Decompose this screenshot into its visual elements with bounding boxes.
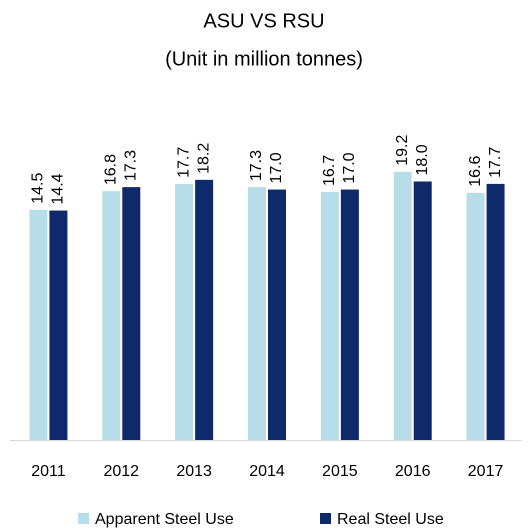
bar	[49, 210, 68, 440]
data-label: 17.7	[175, 147, 192, 178]
bar	[466, 192, 485, 440]
chart-title: ASU VS RSU	[203, 10, 324, 32]
bar	[320, 191, 339, 440]
x-tick-label: 2016	[395, 463, 431, 480]
bar	[340, 189, 359, 440]
data-label: 16.8	[103, 154, 120, 185]
x-tick-label: 2015	[322, 463, 358, 480]
x-tick-label: 2012	[103, 463, 139, 480]
bar	[248, 187, 266, 440]
bar	[195, 179, 214, 440]
data-label: 16.7	[321, 155, 338, 186]
data-label: 18.0	[414, 144, 431, 175]
data-label: 17.0	[268, 152, 285, 183]
x-tick-label: 2017	[468, 463, 504, 480]
bar	[29, 209, 48, 440]
data-label: 17.3	[123, 150, 140, 181]
data-label: 16.6	[467, 156, 484, 187]
bar	[413, 181, 432, 440]
bar	[102, 191, 121, 440]
x-tick-label: 2011	[31, 463, 66, 480]
x-tick-label: 2014	[249, 463, 285, 480]
data-label: 17.0	[341, 152, 358, 183]
legend-label: Real Steel Use	[337, 511, 444, 528]
data-label: 14.4	[50, 173, 67, 204]
data-label: 17.3	[248, 150, 265, 181]
chart-subtitle: (Unit in million tonnes)	[165, 48, 363, 70]
bar	[393, 171, 412, 441]
legend-label: Apparent Steel Use	[95, 511, 234, 528]
data-label: 14.5	[30, 173, 47, 204]
data-label: 18.2	[195, 143, 212, 174]
bar	[122, 187, 141, 440]
bar	[486, 183, 505, 440]
legend-swatch	[78, 513, 89, 524]
legend-swatch	[320, 513, 331, 524]
bar	[175, 183, 194, 440]
bar	[268, 189, 286, 440]
x-tick-label: 2013	[176, 463, 212, 480]
data-label: 19.2	[394, 135, 411, 166]
data-label: 17.7	[487, 147, 504, 178]
